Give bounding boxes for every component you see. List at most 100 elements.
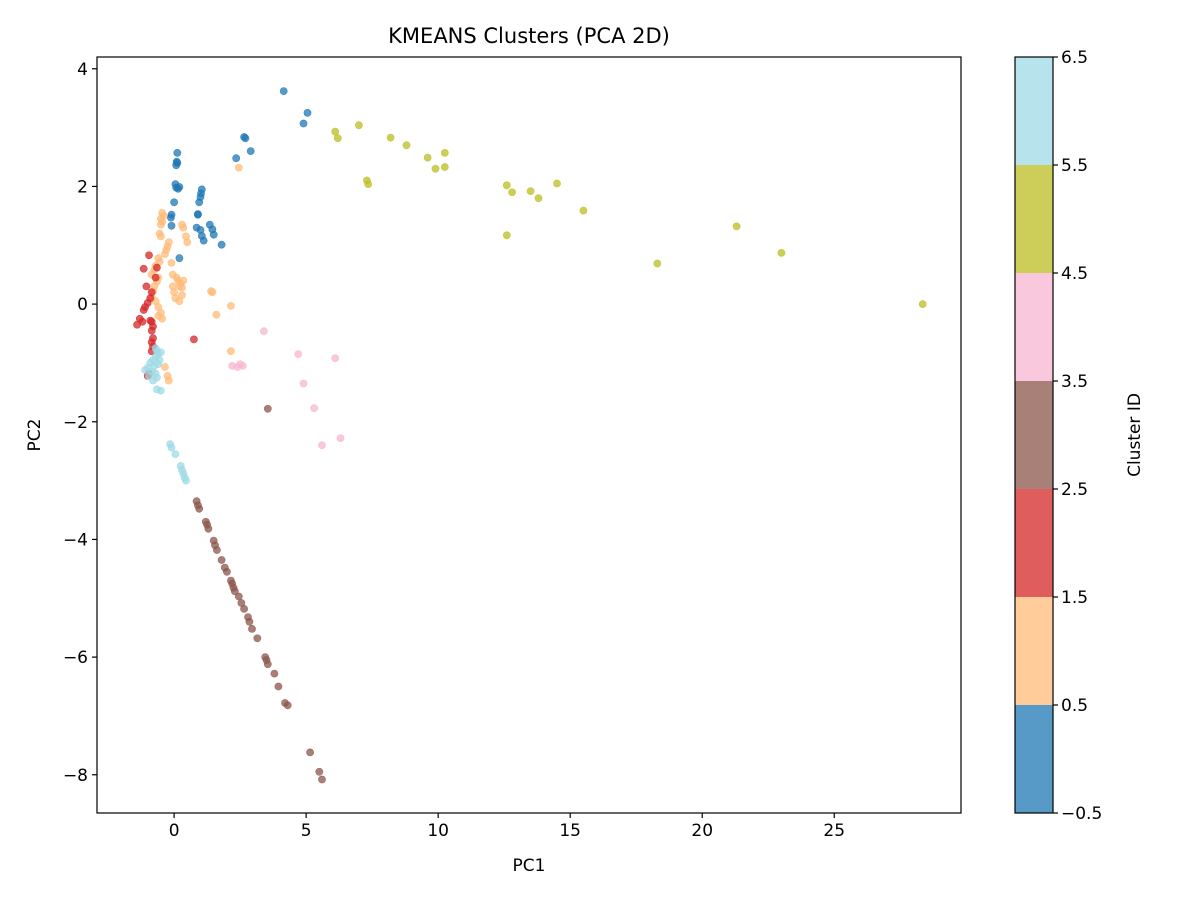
colorbar-segment-2 (1015, 489, 1053, 597)
cluster-3-point (318, 775, 326, 784)
cluster-2-point (189, 335, 198, 344)
cluster-3-point (195, 504, 204, 513)
colorbar-tick-label: 5.5 (1061, 156, 1088, 176)
cluster-3-point (230, 587, 239, 596)
cluster-1-point (160, 250, 169, 258)
cluster-0-point (166, 213, 175, 222)
cluster-2-point (142, 282, 151, 291)
colorbar: −0.5 0.5 1.5 2.5 3.5 4.5 5.5 6.5 (1014, 48, 1102, 824)
cluster-5-point (553, 179, 561, 188)
x-tick-label: 0 (169, 821, 180, 841)
cluster-4-point (318, 441, 326, 450)
cluster-3-point (315, 767, 324, 776)
colorbar-segment-1 (1015, 597, 1053, 705)
cluster-5-point (440, 163, 449, 171)
cluster-2-point (152, 263, 161, 272)
cluster-3-point (217, 556, 226, 564)
colorbar-label: Cluster ID (1125, 393, 1145, 477)
cluster-1-point (154, 311, 163, 320)
y-tick-label: −2 (63, 413, 88, 433)
cluster-3-point (204, 524, 213, 533)
cluster-3-point (248, 625, 256, 633)
y-tick-label: −8 (63, 766, 88, 786)
x-tick-label: 15 (559, 821, 581, 841)
cluster-5-point (653, 259, 662, 268)
cluster-0-point (246, 147, 255, 155)
colorbar-segment-6 (1015, 57, 1053, 165)
colorbar-frame (1014, 56, 1054, 814)
cluster-1-point (208, 288, 217, 297)
cluster-2-point (145, 251, 153, 260)
y-tick-label: 4 (77, 60, 88, 80)
cluster-5-point (364, 180, 373, 188)
colorbar-tick-label: −0.5 (1061, 804, 1102, 824)
x-axis-ticks: 0 5 10 15 20 25 (169, 813, 845, 841)
cluster-5-point (440, 148, 449, 157)
cluster-4-point (336, 434, 345, 443)
chart-title: KMEANS Clusters (PCA 2D) (388, 24, 670, 48)
cluster-2-point (151, 273, 160, 282)
cluster-1-point (156, 232, 165, 241)
cluster-0-point (173, 148, 182, 157)
cluster-3-point (212, 546, 221, 554)
cluster-5-point (431, 164, 440, 173)
cluster-0-point (299, 119, 308, 128)
cluster-3-point (253, 634, 262, 643)
y-tick-label: −6 (63, 648, 88, 668)
cluster-3-point (270, 669, 279, 678)
x-tick-label: 25 (823, 821, 845, 841)
cluster-4-point (299, 379, 308, 388)
x-tick-label: 5 (301, 821, 312, 841)
y-axis-label: PC2 (25, 419, 45, 452)
cluster-1-point (234, 163, 243, 172)
cluster-6-point (171, 450, 180, 458)
colorbar-tick-label: 1.5 (1061, 588, 1088, 608)
cluster-5-point (502, 181, 511, 190)
scatter-points (133, 87, 927, 784)
colorbar-tick-label: 2.5 (1061, 480, 1088, 500)
cluster-1-point (179, 276, 188, 285)
cluster-5-point (423, 153, 432, 162)
cluster-5-point (579, 206, 588, 215)
cluster-0-point (232, 154, 241, 163)
cluster-5-point (918, 300, 927, 308)
colorbar-segment-5 (1015, 165, 1053, 273)
cluster-5-point (333, 134, 342, 143)
cluster-3-point (274, 682, 283, 691)
cluster-1-point (212, 310, 221, 319)
cluster-5-point (777, 248, 786, 257)
cluster-2-point (139, 264, 148, 273)
x-axis-label: PC1 (513, 856, 546, 876)
cluster-5-point (502, 231, 511, 240)
cluster-1-point (183, 238, 192, 247)
y-tick-label: 0 (77, 295, 88, 315)
cluster-5-point (354, 121, 363, 130)
cluster-3-point (240, 605, 248, 613)
cluster-3-point (222, 567, 231, 576)
cluster-0-point (167, 221, 176, 230)
cluster-5-point (386, 133, 395, 142)
cluster-6-point (149, 376, 157, 385)
cluster-3-point (245, 617, 254, 626)
cluster-2-point (133, 320, 141, 329)
cluster-2-point (147, 326, 156, 335)
cluster-1-point (226, 347, 235, 356)
cluster-5-point (508, 188, 516, 197)
cluster-0-point (195, 198, 204, 207)
cluster-5-point (331, 127, 340, 136)
cluster-0-point (193, 210, 202, 219)
cluster-1-point (167, 258, 176, 267)
colorbar-segment-3 (1015, 381, 1053, 489)
cluster-6-point (156, 348, 165, 357)
colorbar-tick-label: 6.5 (1061, 48, 1088, 68)
cluster-6-point (167, 443, 176, 452)
cluster-1-point (178, 283, 186, 292)
cluster-1-point (160, 363, 169, 371)
colorbar-segment-4 (1015, 273, 1053, 381)
cluster-0-point (217, 240, 226, 249)
cluster-0-point (175, 183, 184, 191)
cluster-1-point (226, 301, 235, 310)
colorbar-tick-label: 3.5 (1061, 372, 1088, 392)
cluster-0-point (175, 254, 184, 263)
